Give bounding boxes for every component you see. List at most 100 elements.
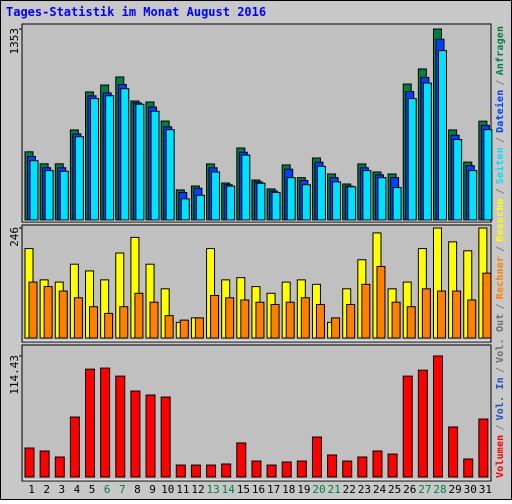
- bar: [281, 461, 292, 478]
- bar: [402, 375, 413, 478]
- bar: [251, 460, 262, 478]
- bar: [311, 436, 322, 478]
- bar: [225, 297, 235, 339]
- bar: [315, 303, 325, 339]
- bar: [165, 129, 175, 221]
- bar: [226, 185, 236, 221]
- bar: [286, 177, 296, 221]
- bar: [347, 186, 357, 221]
- x-tick-label: 29: [449, 483, 462, 496]
- bar: [119, 306, 129, 339]
- x-tick-label: 30: [464, 483, 477, 496]
- bar: [327, 454, 338, 478]
- legend-separator: /: [495, 367, 506, 373]
- bar: [54, 456, 65, 478]
- legend-entry: Rechner: [495, 256, 506, 299]
- bar: [195, 194, 205, 221]
- legend-entry: Besuche: [495, 199, 506, 242]
- bar: [266, 464, 277, 478]
- bar: [134, 292, 144, 339]
- bar: [361, 283, 371, 339]
- bar: [417, 369, 428, 478]
- bar: [28, 281, 38, 339]
- x-tick-label: 23: [358, 483, 371, 496]
- bar: [437, 50, 447, 221]
- bar: [100, 367, 111, 478]
- bar: [164, 315, 174, 339]
- bar: [58, 290, 68, 339]
- bar: [271, 191, 281, 221]
- legend-separator: /: [495, 188, 506, 194]
- bar: [422, 82, 432, 221]
- x-tick-label: 22: [343, 483, 356, 496]
- bar: [332, 181, 342, 221]
- legend: Volumen / Vol. In / Vol. Out / Rechner / Besuche…: [494, 26, 506, 478]
- bar: [85, 368, 96, 478]
- x-tick-label: 18: [282, 483, 295, 496]
- legend-separator: /: [495, 303, 506, 309]
- x-tick-label: 3: [59, 483, 66, 496]
- bar: [468, 170, 478, 221]
- bar: [194, 317, 204, 339]
- bar: [362, 170, 372, 221]
- bar: [240, 299, 250, 339]
- bar: [130, 390, 141, 478]
- bar: [236, 442, 247, 478]
- bar: [255, 301, 265, 339]
- bar: [406, 306, 416, 339]
- bar: [175, 464, 186, 478]
- bar: [452, 290, 462, 339]
- bar: [342, 460, 353, 478]
- bar: [59, 170, 69, 221]
- x-tick-label: 13: [206, 483, 219, 496]
- x-tick-label: 8: [134, 483, 141, 496]
- legend-entry: Seiten: [494, 147, 506, 184]
- bar: [391, 301, 401, 339]
- bar: [160, 396, 171, 478]
- bar: [105, 95, 115, 221]
- bar: [104, 312, 114, 339]
- bar: [69, 416, 80, 478]
- x-tick-label: 28: [433, 483, 446, 496]
- bar: [135, 103, 145, 221]
- x-tick-label: 26: [403, 483, 416, 496]
- bar: [24, 447, 35, 478]
- bar: [241, 154, 251, 221]
- bar: [180, 198, 190, 221]
- bar: [285, 301, 295, 339]
- bar: [392, 187, 402, 221]
- x-tick-label: 15: [237, 483, 250, 496]
- bar: [29, 160, 39, 221]
- bar: [467, 299, 477, 339]
- x-tick-label: 19: [297, 483, 310, 496]
- bar: [316, 165, 326, 221]
- bar: [372, 450, 383, 478]
- legend-entry: Dateien: [494, 90, 506, 133]
- y-tick-label: 114.43: [8, 355, 21, 395]
- bar: [448, 426, 459, 478]
- x-tick-label: 5: [89, 483, 96, 496]
- bar: [210, 295, 220, 339]
- bar: [115, 375, 126, 478]
- bar: [211, 171, 221, 221]
- bar: [387, 453, 398, 478]
- bar: [206, 464, 217, 478]
- legend-separator: /: [495, 425, 506, 431]
- x-tick-label: 2: [43, 483, 50, 496]
- bar: [296, 460, 307, 478]
- bar: [44, 170, 54, 221]
- bar: [89, 306, 99, 339]
- bar: [482, 272, 492, 339]
- bar: [270, 303, 280, 339]
- legend-entry: Vol. Out: [495, 314, 506, 363]
- x-tick-label: 4: [74, 483, 81, 496]
- bar: [149, 301, 159, 339]
- bar: [436, 290, 446, 339]
- bar: [221, 463, 232, 478]
- x-tick-label: 24: [373, 483, 387, 496]
- bar: [478, 418, 489, 478]
- x-tick-label: 11: [176, 483, 189, 496]
- x-tick-label: 31: [479, 483, 492, 496]
- bar: [301, 184, 311, 221]
- bar: [73, 297, 83, 339]
